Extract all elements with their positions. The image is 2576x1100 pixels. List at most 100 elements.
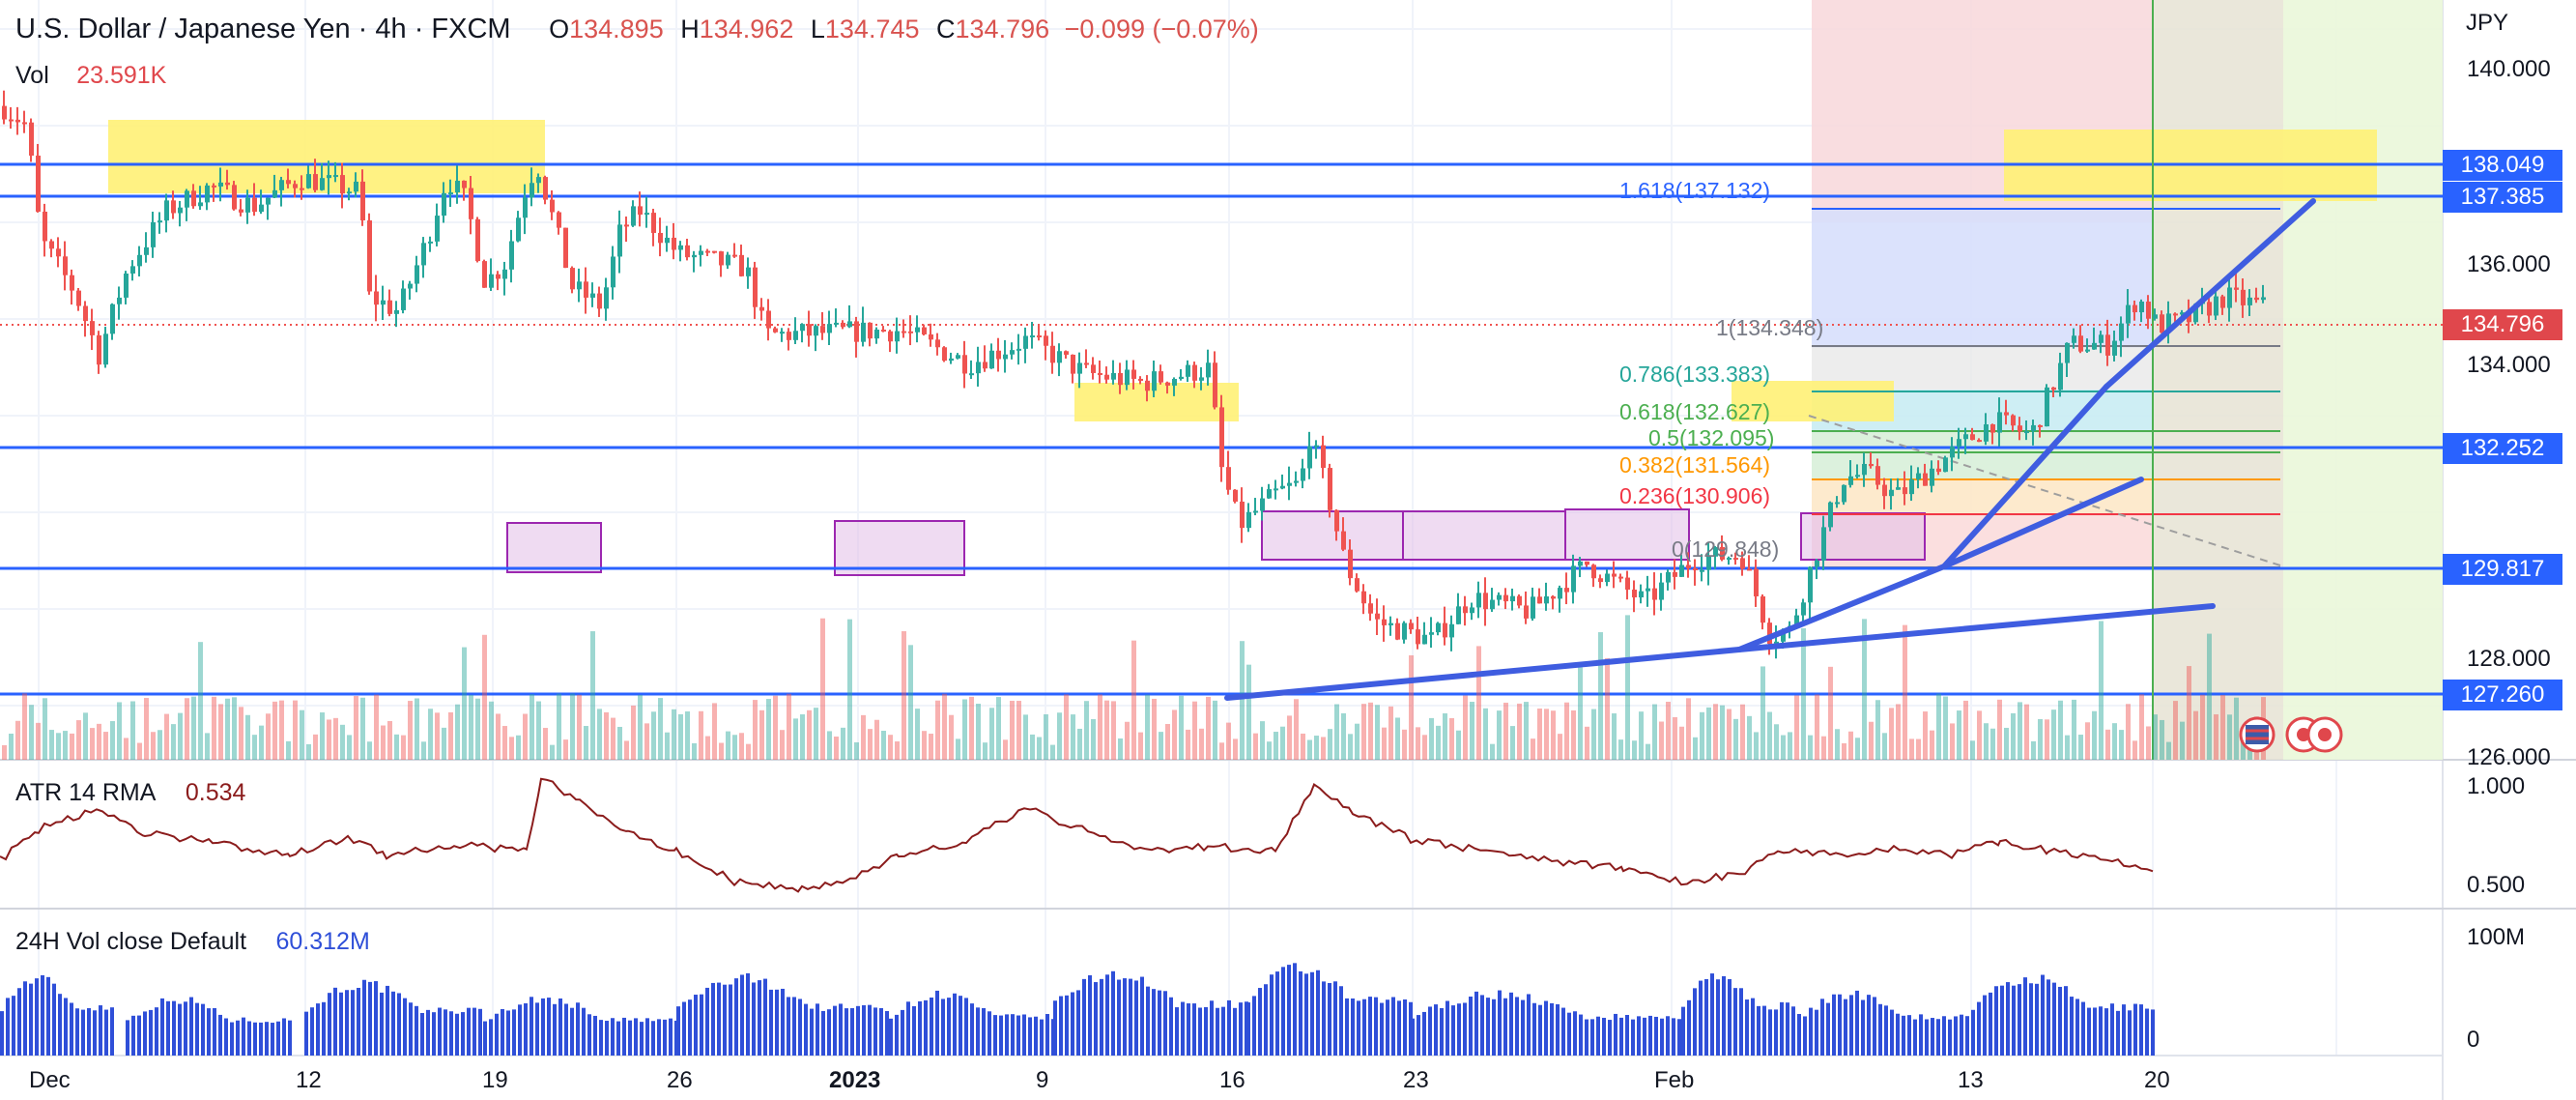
volume-bar: [2200, 694, 2205, 760]
volume-bar: [962, 699, 967, 760]
volume-bar: [1794, 695, 1799, 760]
candle-body: [137, 254, 142, 267]
candle-body: [658, 232, 663, 244]
vol24-bar: [1210, 1000, 1214, 1056]
candle-body: [1889, 489, 1894, 497]
candle-body: [1578, 561, 1583, 566]
candle-body: [1301, 468, 1305, 481]
price-tag-129817[interactable]: 129.817: [2443, 554, 2562, 585]
volume-bar: [1280, 726, 1285, 760]
volume-bar: [1253, 733, 1258, 760]
vol24-bar: [230, 1022, 234, 1056]
symbol-title[interactable]: U.S. Dollar / Japanese Yen · 4h · FXCM: [15, 14, 511, 44]
volume-bar: [1436, 725, 1441, 760]
volume-bar: [266, 713, 271, 760]
vol24-bar: [1152, 989, 1156, 1056]
symbol-legend[interactable]: U.S. Dollar / Japanese Yen · 4h · FXCM O…: [15, 14, 1259, 45]
candle-body: [976, 362, 981, 374]
low-key: L: [810, 14, 825, 43]
candle-body: [1152, 371, 1157, 391]
volume-bar: [1416, 727, 1420, 760]
vol24-legend[interactable]: 24H Vol close Default 60.312M: [15, 928, 370, 956]
price-tag-137385[interactable]: 137.385: [2443, 182, 2562, 213]
vol24-bar: [1637, 1016, 1641, 1056]
candle-body: [834, 322, 839, 325]
vol24-bar: [265, 1022, 269, 1056]
candle-body: [2045, 387, 2049, 427]
fib-label-05[interactable]: 0.5(132.095): [1648, 425, 1775, 450]
candle-body: [279, 180, 284, 190]
fib-label-0786[interactable]: 0.786(133.383): [1619, 362, 1771, 387]
volume-bar: [2051, 709, 2056, 760]
vol24-bar: [1762, 1005, 1766, 1056]
candle-body: [1747, 568, 1752, 571]
volume-bar: [1875, 700, 1880, 760]
vol24-bar: [0, 1011, 4, 1056]
time-label-20: 20: [2144, 1067, 2170, 1093]
candle-body: [1997, 412, 2002, 433]
vol24-bar: [558, 998, 562, 1056]
currency-label: JPY: [2466, 10, 2509, 36]
vol24-bar: [906, 1001, 910, 1056]
volume-bar: [442, 727, 446, 760]
vol24-bar: [1602, 1017, 1606, 1056]
volume-bar: [144, 698, 149, 760]
candle-body: [1659, 582, 1664, 600]
vol24-bar: [189, 997, 193, 1056]
vol24-bar: [218, 1014, 222, 1056]
vol24-bar: [1704, 978, 1708, 1056]
candle-body: [1862, 463, 1867, 476]
price-tag-127260[interactable]: 127.260: [2443, 680, 2562, 710]
vol24-bar: [155, 1007, 158, 1056]
volume-bar: [1165, 724, 1170, 760]
price-tag-134796[interactable]: 134.796: [2443, 309, 2562, 340]
candle-body: [469, 188, 473, 219]
economic-event-flags[interactable]: [2239, 716, 2343, 753]
candle-body: [1084, 362, 1089, 365]
vol24-bar: [844, 1008, 848, 1056]
candle-body: [563, 227, 568, 269]
volume-bar: [861, 714, 866, 760]
price-tag-138049[interactable]: 138.049: [2443, 150, 2562, 181]
candle-body: [2234, 287, 2239, 290]
volume-bar: [333, 717, 338, 760]
fib-label-1618[interactable]: 1.618(137.132): [1619, 178, 1771, 203]
volume-bar: [320, 712, 325, 760]
fib-label-0618[interactable]: 0.618(132.627): [1619, 399, 1771, 424]
fib-label-0[interactable]: 0(129.848): [1672, 536, 1780, 562]
projection-dashed-line[interactable]: [1808, 415, 2281, 566]
candle-body: [1409, 622, 1414, 630]
fib-label-0382[interactable]: 0.382(131.564): [1619, 452, 1771, 478]
vol24-bar: [1428, 1006, 1432, 1056]
fib-zones[interactable]: [1812, 0, 2443, 760]
vol24-bar: [362, 979, 366, 1056]
volume-bar: [1503, 702, 1508, 760]
fib-label-0236[interactable]: 0.236(130.906): [1619, 483, 1771, 508]
candle-body: [205, 185, 210, 203]
candle-body: [949, 358, 954, 362]
volume-bar: [1598, 632, 1603, 760]
vol24-bar: [856, 1005, 860, 1056]
fib-label-1[interactable]: 1(134.348): [1716, 315, 1824, 340]
vol24-bar: [207, 1008, 211, 1056]
consolidation-boxes[interactable]: [506, 508, 1926, 576]
candle-body: [732, 254, 737, 257]
volume-bar: [719, 742, 724, 760]
horizontal-levels[interactable]: [0, 162, 2443, 696]
volume-bar: [1997, 699, 2002, 760]
highlight-zones[interactable]: [108, 120, 2377, 421]
atr-legend[interactable]: ATR 14 RMA 0.534: [15, 779, 245, 807]
volume-bar: [1206, 696, 1211, 760]
time-label-12: 12: [296, 1067, 322, 1093]
volume-legend[interactable]: Vol 23.591K: [15, 62, 166, 90]
volume-bar: [381, 725, 386, 760]
candle-body: [1375, 613, 1380, 620]
candle-body: [1287, 482, 1292, 486]
trend-lines[interactable]: [1224, 198, 2316, 701]
volume-bar: [43, 698, 47, 760]
volume-bar: [1990, 728, 1995, 760]
vol24-bar: [2151, 1009, 2155, 1056]
candle-body: [2065, 342, 2070, 363]
price-tag-132252[interactable]: 132.252: [2443, 433, 2562, 464]
